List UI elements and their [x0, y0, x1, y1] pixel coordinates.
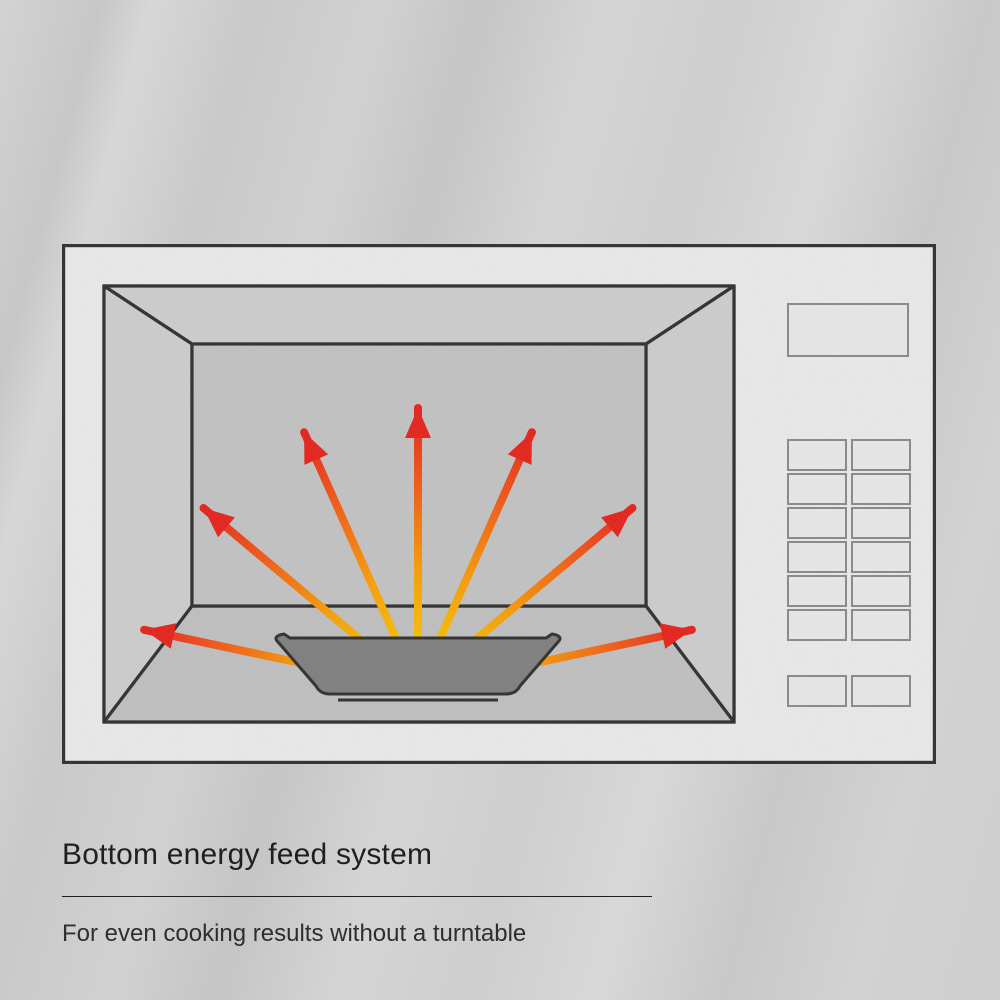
- control-button: [852, 508, 910, 538]
- control-button: [852, 440, 910, 470]
- caption-divider: [62, 896, 652, 897]
- control-button: [788, 440, 846, 470]
- dish-icon: [276, 634, 560, 700]
- microwave-svg: [62, 244, 936, 764]
- control-button: [788, 676, 846, 706]
- control-display: [788, 304, 908, 356]
- control-button: [788, 474, 846, 504]
- control-button: [852, 542, 910, 572]
- control-button: [788, 576, 846, 606]
- caption-block: Bottom energy feed system: [62, 838, 432, 872]
- dish-shape: [276, 634, 560, 694]
- control-button: [788, 610, 846, 640]
- control-button: [788, 542, 846, 572]
- control-button: [852, 610, 910, 640]
- page-background: Bottom energy feed system For even cooki…: [0, 0, 1000, 1000]
- caption-title: Bottom energy feed system: [62, 838, 432, 872]
- caption-subtitle: For even cooking results without a turnt…: [62, 920, 526, 948]
- control-button: [852, 474, 910, 504]
- microwave-diagram: [62, 244, 936, 764]
- cavity-ceiling: [104, 286, 734, 344]
- control-button: [852, 676, 910, 706]
- control-button: [852, 576, 910, 606]
- control-button: [788, 508, 846, 538]
